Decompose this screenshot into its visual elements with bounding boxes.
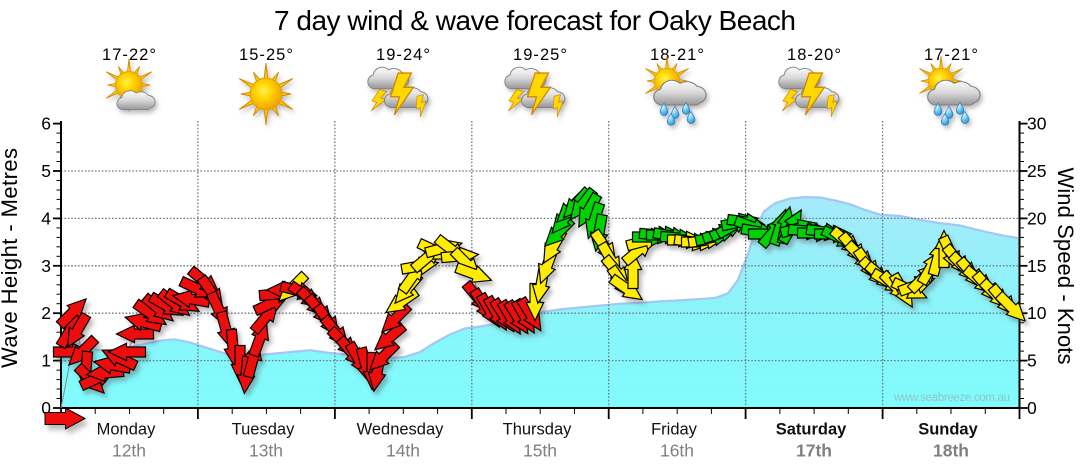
svg-text:Saturday: Saturday: [776, 421, 847, 439]
svg-text:5: 5: [41, 161, 51, 181]
svg-text:6: 6: [41, 114, 51, 134]
svg-text:17th: 17th: [796, 441, 832, 461]
svg-text:19-24°: 19-24°: [376, 46, 430, 64]
svg-text:18th: 18th: [933, 441, 969, 461]
svg-text:0: 0: [41, 398, 51, 418]
svg-text:www.seabreeze.com.au: www.seabreeze.com.au: [893, 392, 1010, 404]
svg-text:20: 20: [1027, 208, 1047, 228]
svg-text:15: 15: [1027, 256, 1046, 276]
svg-text:Friday: Friday: [651, 421, 698, 439]
svg-text:25: 25: [1027, 161, 1046, 181]
svg-text:16th: 16th: [660, 441, 694, 461]
svg-text:3: 3: [41, 256, 51, 276]
svg-text:Thursday: Thursday: [503, 421, 573, 439]
svg-text:17-21°: 17-21°: [924, 46, 978, 64]
svg-text:18-21°: 18-21°: [650, 46, 704, 64]
svg-text:Wave Height - Metres: Wave Height - Metres: [0, 148, 22, 368]
svg-text:10: 10: [1027, 303, 1047, 323]
svg-text:Sunday: Sunday: [918, 421, 978, 439]
svg-text:7 day wind & wave forecast for: 7 day wind & wave forecast for Oaky Beac…: [274, 5, 796, 36]
svg-text:Wind Speed - Knots: Wind Speed - Knots: [1053, 168, 1078, 365]
svg-text:0: 0: [1027, 398, 1037, 418]
svg-text:1: 1: [41, 351, 51, 371]
svg-text:4: 4: [41, 208, 51, 228]
svg-text:Wednesday: Wednesday: [357, 421, 445, 439]
svg-text:13th: 13th: [249, 441, 283, 461]
svg-text:30: 30: [1027, 114, 1047, 134]
svg-text:2: 2: [41, 303, 51, 323]
svg-text:18-20°: 18-20°: [787, 46, 841, 64]
svg-text:Tuesday: Tuesday: [232, 421, 295, 439]
svg-text:15th: 15th: [523, 441, 557, 461]
svg-text:12th: 12th: [112, 441, 146, 461]
svg-text:15-25°: 15-25°: [239, 46, 293, 64]
svg-text:19-25°: 19-25°: [513, 46, 567, 64]
svg-text:14th: 14th: [386, 441, 420, 461]
svg-text:5: 5: [1027, 351, 1037, 371]
svg-text:17-22°: 17-22°: [102, 46, 156, 64]
svg-text:Monday: Monday: [97, 421, 156, 439]
